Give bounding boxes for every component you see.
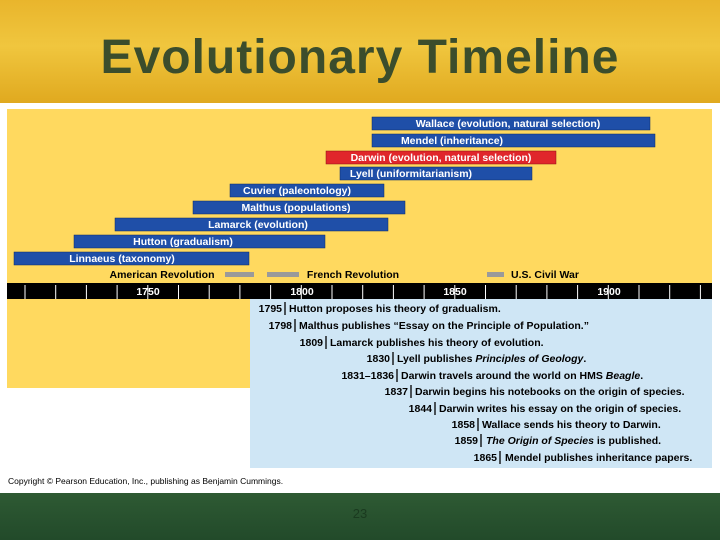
milestone-text: The Origin of Species is published. [486, 435, 661, 447]
milestone-text: Darwin begins his notebooks on the origi… [415, 386, 685, 398]
milestone-year: 1858 [452, 419, 476, 431]
milestone-text-part: . [583, 353, 586, 365]
scientist-bar-highlighted: Darwin (evolution, natural selection) [325, 150, 557, 165]
milestone-year: 1830 [367, 353, 391, 365]
scientist-bar: Malthus (populations) [192, 200, 406, 215]
milestone-text: Darwin travels around the world on HMS B… [401, 370, 643, 382]
scientist-bar: Linnaeus (taxonomy) [13, 251, 250, 266]
axis-strip [7, 283, 712, 299]
scientist-bar-label: Darwin (evolution, natural selection) [351, 152, 532, 164]
milestone: 1859 The Origin of Species is published. [455, 434, 661, 447]
milestone: 1865 Mendel publishes inheritance papers… [474, 451, 692, 464]
scientist-bar-label: Lamarck (evolution) [208, 219, 308, 231]
scientist-bar-label: Wallace (evolution, natural selection) [416, 118, 601, 130]
milestone: 1830 Lyell publishes Principles of Geolo… [367, 352, 586, 365]
axis-ticks [24, 285, 701, 299]
milestone-text: Darwin writes his essay on the origin of… [439, 403, 681, 415]
timeline-diagram: 1750 1800 1850 1900 Wallace (evolution, … [7, 109, 712, 486]
history-event-bar [487, 272, 504, 277]
milestone-text: Malthus publishes “Essay on the Principl… [299, 320, 589, 332]
milestone-year: 1859 [455, 435, 479, 447]
axis-year-label: 1900 [597, 286, 621, 298]
bottom-band [0, 493, 720, 540]
milestone-text-italic: The Origin of Species [486, 435, 594, 447]
history-event-label: U.S. Civil War [511, 269, 579, 281]
milestone-text: Lamarck publishes his theory of evolutio… [330, 337, 544, 349]
scientist-bar-label: Lyell (uniformitarianism) [350, 168, 472, 180]
milestone: 1809 Lamarck publishes his theory of evo… [300, 336, 544, 349]
milestone: 1831–1836 Darwin travels around the worl… [341, 369, 643, 382]
page-number: 23 [352, 506, 368, 521]
milestone-text-italic: Beagle [606, 370, 641, 382]
milestone-text: Lyell publishes Principles of Geology. [397, 353, 586, 365]
scientist-bar-label: Malthus (populations) [241, 202, 350, 214]
copyright-text: Copyright © Pearson Education, Inc., pub… [8, 476, 283, 486]
milestone-year: 1865 [474, 452, 498, 464]
axis-year-label: 1750 [136, 286, 160, 298]
milestone-year: 1844 [409, 403, 433, 415]
milestone: 1795 Hutton proposes his theory of gradu… [259, 302, 501, 315]
axis-labels: 1750 1800 1850 1900 [136, 286, 621, 298]
scientist-bar: Lamarck (evolution) [114, 217, 389, 232]
milestone-year: 1809 [300, 337, 324, 349]
milestone-year: 1795 [259, 303, 283, 315]
scientist-bar: Hutton (gradualism) [73, 234, 326, 249]
milestone: 1858 Wallace sends his theory to Darwin. [452, 418, 661, 431]
milestone: 1798 Malthus publishes “Essay on the Pri… [269, 319, 589, 332]
scientist-bar: Mendel (inheritance) [371, 133, 656, 148]
milestone-text-italic: Principles of Geology [475, 353, 584, 365]
milestone-year: 1837 [385, 386, 409, 398]
title-band [0, 0, 720, 103]
milestone-text: Mendel publishes inheritance papers. [505, 452, 692, 464]
scientist-bar-label: Linnaeus (taxonomy) [69, 253, 175, 265]
milestone-text-part: is published. [594, 435, 661, 447]
milestone: 1837 Darwin begins his notebooks on the … [385, 385, 685, 398]
milestone-text: Hutton proposes his theory of gradualism… [289, 303, 501, 315]
history-event-label: American Revolution [109, 269, 214, 281]
milestone-text-part: Darwin travels around the world on HMS [401, 370, 606, 382]
milestone-text-part: Lyell publishes [397, 353, 475, 365]
scientist-bar: Cuvier (paleontology) [229, 183, 385, 198]
history-event-bar [267, 272, 299, 277]
scientist-bar: Wallace (evolution, natural selection) [371, 116, 651, 131]
slide-title: Evolutionary Timeline [100, 31, 620, 84]
scientist-bar-label: Mendel (inheritance) [401, 135, 503, 147]
history-event-label: French Revolution [307, 269, 399, 281]
milestone: 1844 Darwin writes his essay on the orig… [409, 402, 681, 415]
axis-year-label: 1850 [443, 286, 467, 298]
scientist-bar: Lyell (uniformitarianism) [339, 166, 533, 181]
history-event-bar [225, 272, 254, 277]
milestone-text-part: . [640, 370, 643, 382]
milestone-text: Wallace sends his theory to Darwin. [482, 419, 661, 431]
axis-year-label: 1800 [290, 286, 314, 298]
history-events: American Revolution French Revolution U.… [109, 269, 578, 281]
scientist-bar-label: Hutton (gradualism) [133, 236, 233, 248]
milestone-year: 1798 [269, 320, 293, 332]
scientist-bar-label: Cuvier (paleontology) [243, 185, 351, 197]
milestone-year: 1831–1836 [341, 370, 394, 382]
